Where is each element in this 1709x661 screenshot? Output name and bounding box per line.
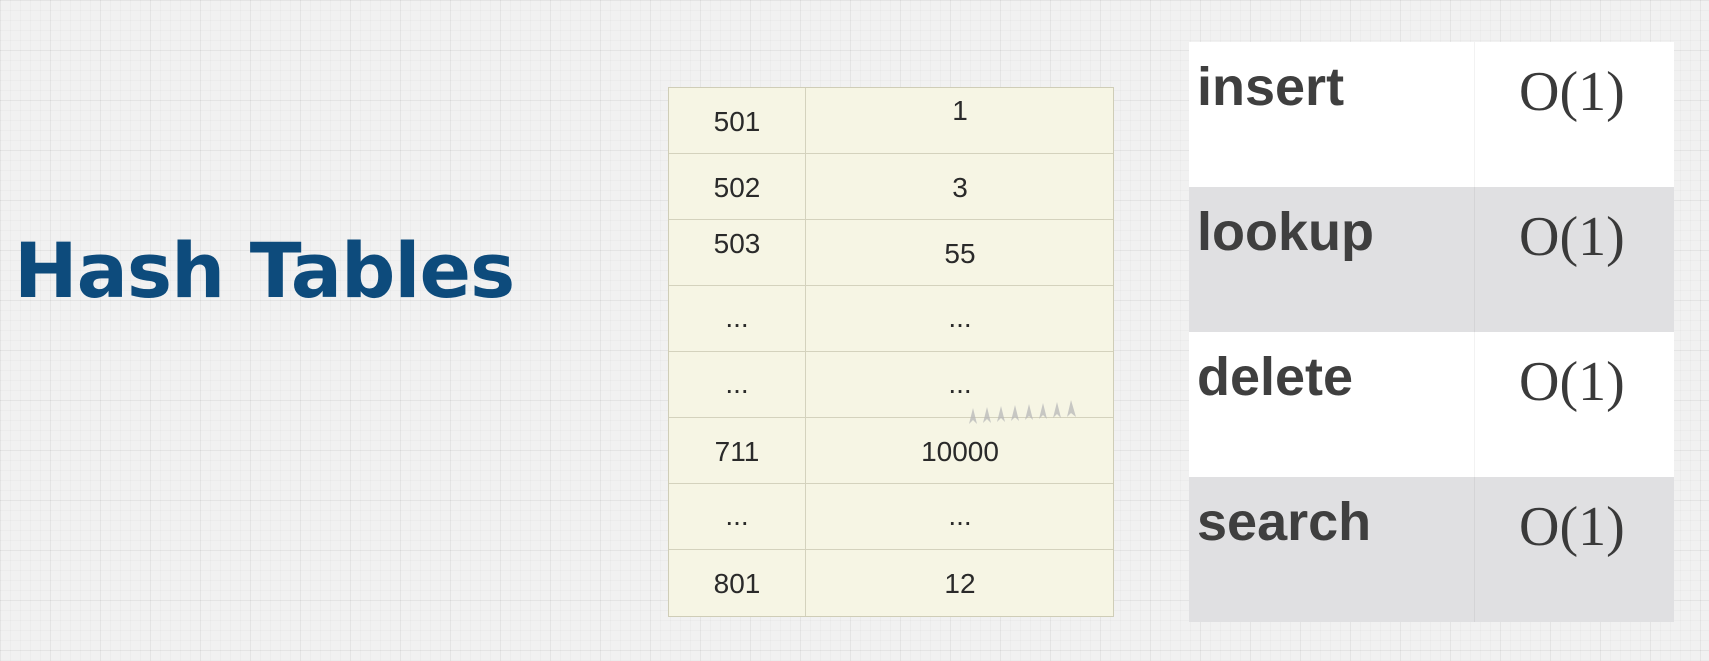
operation-row-lookup: lookup O(1) <box>1189 187 1674 332</box>
table-value-cell: ... <box>948 368 972 399</box>
table-key-cell: ... <box>725 500 749 531</box>
table-row: 711 10000 <box>669 418 1113 484</box>
operation-row-delete: delete O(1) <box>1189 332 1674 477</box>
operation-complexity: O(1) <box>1519 351 1625 413</box>
table-row: 502 3 <box>669 154 1113 220</box>
table-row: ... ... <box>669 484 1113 550</box>
column-divider <box>1474 332 1475 477</box>
table-key-cell: ... <box>725 302 749 333</box>
table-row: 503 55 <box>669 220 1113 286</box>
table-key-cell: ... <box>725 368 749 399</box>
table-value-cell: 55 <box>944 238 976 269</box>
column-divider <box>1474 42 1475 187</box>
operation-row-insert: insert O(1) <box>1189 42 1674 187</box>
operation-name: insert <box>1197 57 1345 117</box>
column-divider <box>1474 477 1475 622</box>
table-value-cell: ... <box>948 500 972 531</box>
operation-row-search: search O(1) <box>1189 477 1674 622</box>
table-row: 801 12 <box>669 550 1113 616</box>
table-value-cell: 3 <box>952 172 968 203</box>
table-value-cell: 12 <box>944 568 976 599</box>
table-key-cell: 502 <box>713 172 761 203</box>
table-value-cell: 10000 <box>921 436 999 467</box>
table-key-cell: 711 <box>714 436 760 467</box>
operation-name: search <box>1197 492 1372 552</box>
table-key-cell: 801 <box>713 568 761 599</box>
table-value-cell: 1 <box>952 95 968 126</box>
table-row: ... ... <box>669 286 1113 352</box>
table-row: 501 1 <box>669 88 1113 154</box>
table-key-cell: 501 <box>713 106 761 137</box>
column-divider <box>1474 187 1475 332</box>
cursor-trail-icon <box>969 400 1076 424</box>
operation-complexity: O(1) <box>1519 496 1625 558</box>
operation-name: delete <box>1197 347 1354 407</box>
hash-table: 501 1 502 3 503 55 ... ... ... ... 711 1… <box>668 87 1114 617</box>
slide-title: Hash Tables <box>14 226 515 315</box>
table-row: ... ... <box>669 352 1113 418</box>
operation-complexity: O(1) <box>1519 206 1625 268</box>
column-divider <box>805 88 806 616</box>
operation-complexity: O(1) <box>1519 61 1625 123</box>
table-value-cell: ... <box>948 302 972 333</box>
operation-name: lookup <box>1197 202 1374 262</box>
operations-table: insert O(1) lookup O(1) delete O(1) sear… <box>1189 42 1674 623</box>
table-key-cell: 503 <box>713 228 761 259</box>
